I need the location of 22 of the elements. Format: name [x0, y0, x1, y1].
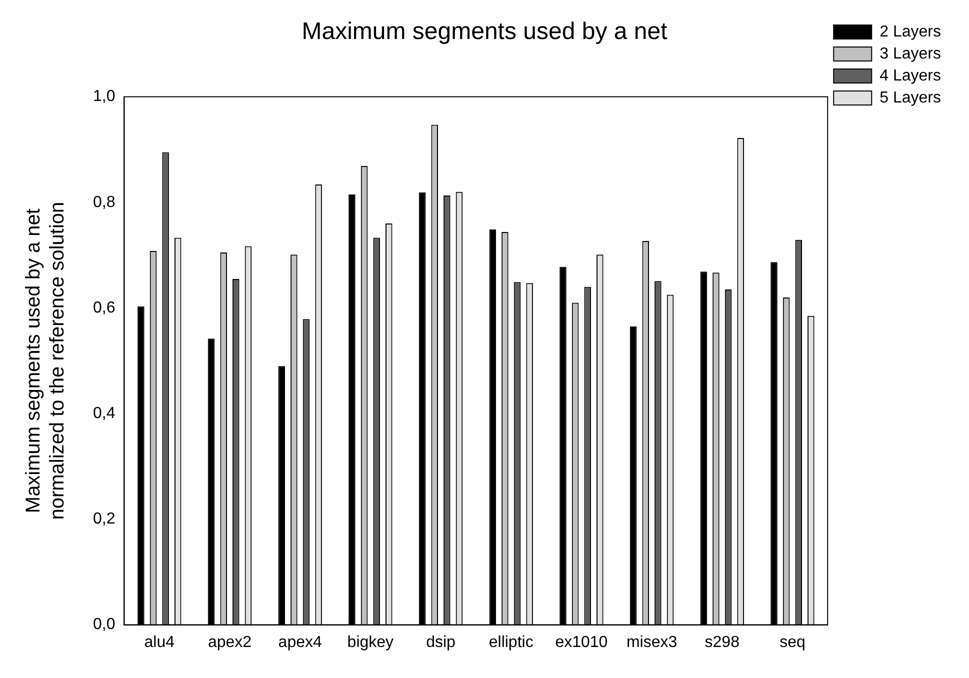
x-tick-label: bigkey: [347, 634, 394, 651]
x-tick-label: dsip: [426, 634, 456, 651]
x-tick-label: ex1010: [555, 634, 608, 651]
legend-label: 2 Layers: [880, 23, 942, 40]
y-tick-label: 0,6: [92, 299, 116, 316]
legend-label: 5 Layers: [880, 89, 942, 106]
x-tick-label: seq: [780, 634, 806, 651]
x-tick-label: misex3: [626, 634, 678, 651]
x-tick-label: apex2: [208, 634, 252, 651]
y-tick-label: 0,4: [92, 405, 116, 422]
legend-label: 3 Layers: [880, 45, 942, 62]
x-tick-label: apex4: [278, 634, 322, 651]
x-tick-label: alu4: [144, 634, 175, 651]
y-axis-title: Maximum segments used by a net normalized to the reference solution: [22, 202, 69, 520]
legend-label: 4 Layers: [880, 67, 942, 84]
y-tick-label: 1,0: [92, 88, 116, 106]
y-tick-label: 0,0: [92, 616, 116, 634]
x-tick-label: elliptic: [488, 634, 534, 651]
y-tick-label: 0,2: [92, 510, 116, 528]
chart-title: Maximum segments used by a net: [302, 18, 668, 46]
x-tick-label: s298: [704, 634, 740, 651]
y-tick-label: 0,8: [92, 194, 116, 211]
